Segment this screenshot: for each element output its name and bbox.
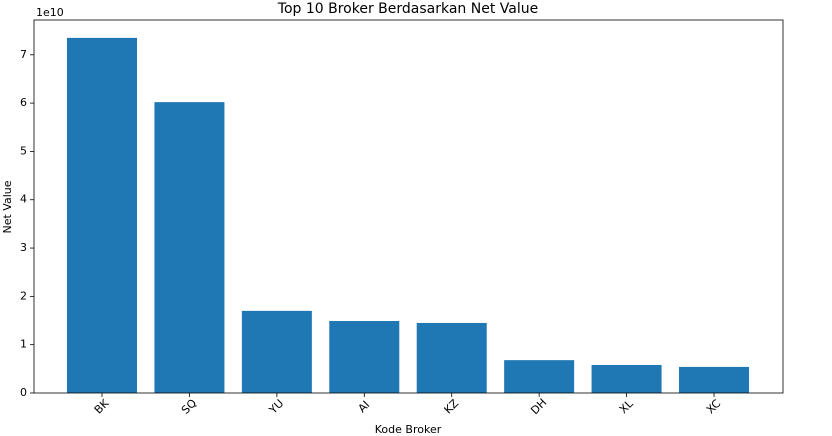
x-tick-label: YU xyxy=(266,397,286,417)
y-tick-label: 2 xyxy=(20,289,27,302)
y-tick-label: 5 xyxy=(20,144,27,157)
bar xyxy=(416,322,487,393)
bar xyxy=(591,364,662,393)
x-tick-label: SQ xyxy=(179,396,199,416)
x-axis-label: Kode Broker xyxy=(375,423,442,436)
y-axis-label: Net Value xyxy=(1,180,14,233)
x-tick-label: AI xyxy=(356,398,373,415)
bar xyxy=(67,37,137,393)
y-tick-label: 7 xyxy=(20,48,27,61)
plot-frame xyxy=(33,19,784,394)
y-tick-label: 1 xyxy=(20,338,27,351)
x-tick-label: XC xyxy=(704,397,724,417)
y-tick-label: 0 xyxy=(20,386,27,399)
x-tick-label: KZ xyxy=(442,397,462,417)
chart-title: Top 10 Broker Berdasarkan Net Value xyxy=(277,1,538,17)
y-tick-label: 4 xyxy=(20,193,27,206)
y-offset-label: 1e10 xyxy=(36,6,64,19)
x-tick-label: XL xyxy=(617,397,636,416)
x-tick-label: BK xyxy=(92,396,112,416)
bar xyxy=(154,102,225,394)
bar xyxy=(241,310,312,393)
x-tick-label: DH xyxy=(528,396,549,417)
y-tick-label: 6 xyxy=(20,96,27,109)
y-tick-label: 3 xyxy=(20,241,27,254)
bar xyxy=(679,366,750,393)
bar xyxy=(504,360,575,393)
bar xyxy=(329,321,400,393)
